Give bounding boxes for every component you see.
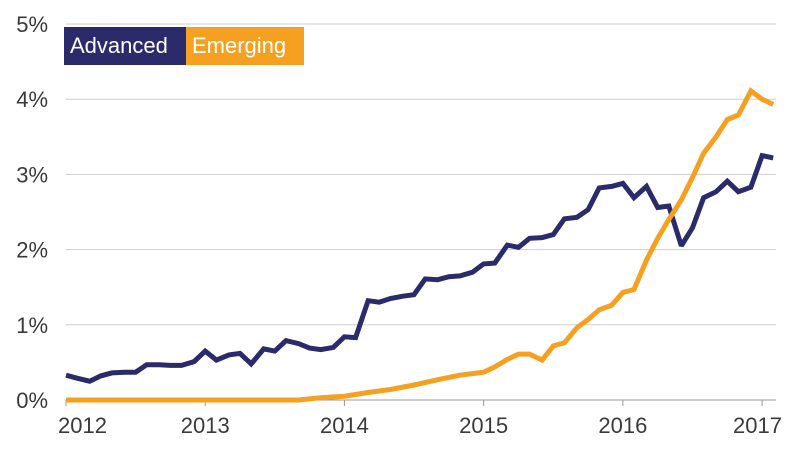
x-tick-label: 2017 [733, 413, 782, 438]
legend-item-advanced: Advanced [64, 27, 186, 65]
y-tick-label: 2% [16, 238, 48, 263]
y-tick-label: 3% [16, 162, 48, 187]
x-axis-ticks: 2012 2013 2014 2015 2016 2017 [58, 400, 782, 438]
x-tick-label: 2012 [58, 413, 107, 438]
x-tick-label: 2015 [459, 413, 508, 438]
y-tick-label: 1% [16, 313, 48, 338]
y-axis-ticks: 0% 1% 2% 3% 4% 5% [16, 12, 48, 413]
legend-item-emerging: Emerging [186, 27, 304, 65]
gridlines [66, 23, 776, 401]
x-tick-label: 2014 [320, 413, 369, 438]
series-line-emerging [66, 87, 775, 403]
series-lines [65, 87, 775, 403]
y-tick-label: 4% [16, 87, 48, 112]
x-tick-label: 2016 [598, 413, 647, 438]
x-tick-label: 2013 [181, 413, 230, 438]
y-tick-label: 0% [16, 388, 48, 413]
y-tick-label: 5% [16, 12, 48, 37]
series-line-advanced [65, 152, 774, 384]
